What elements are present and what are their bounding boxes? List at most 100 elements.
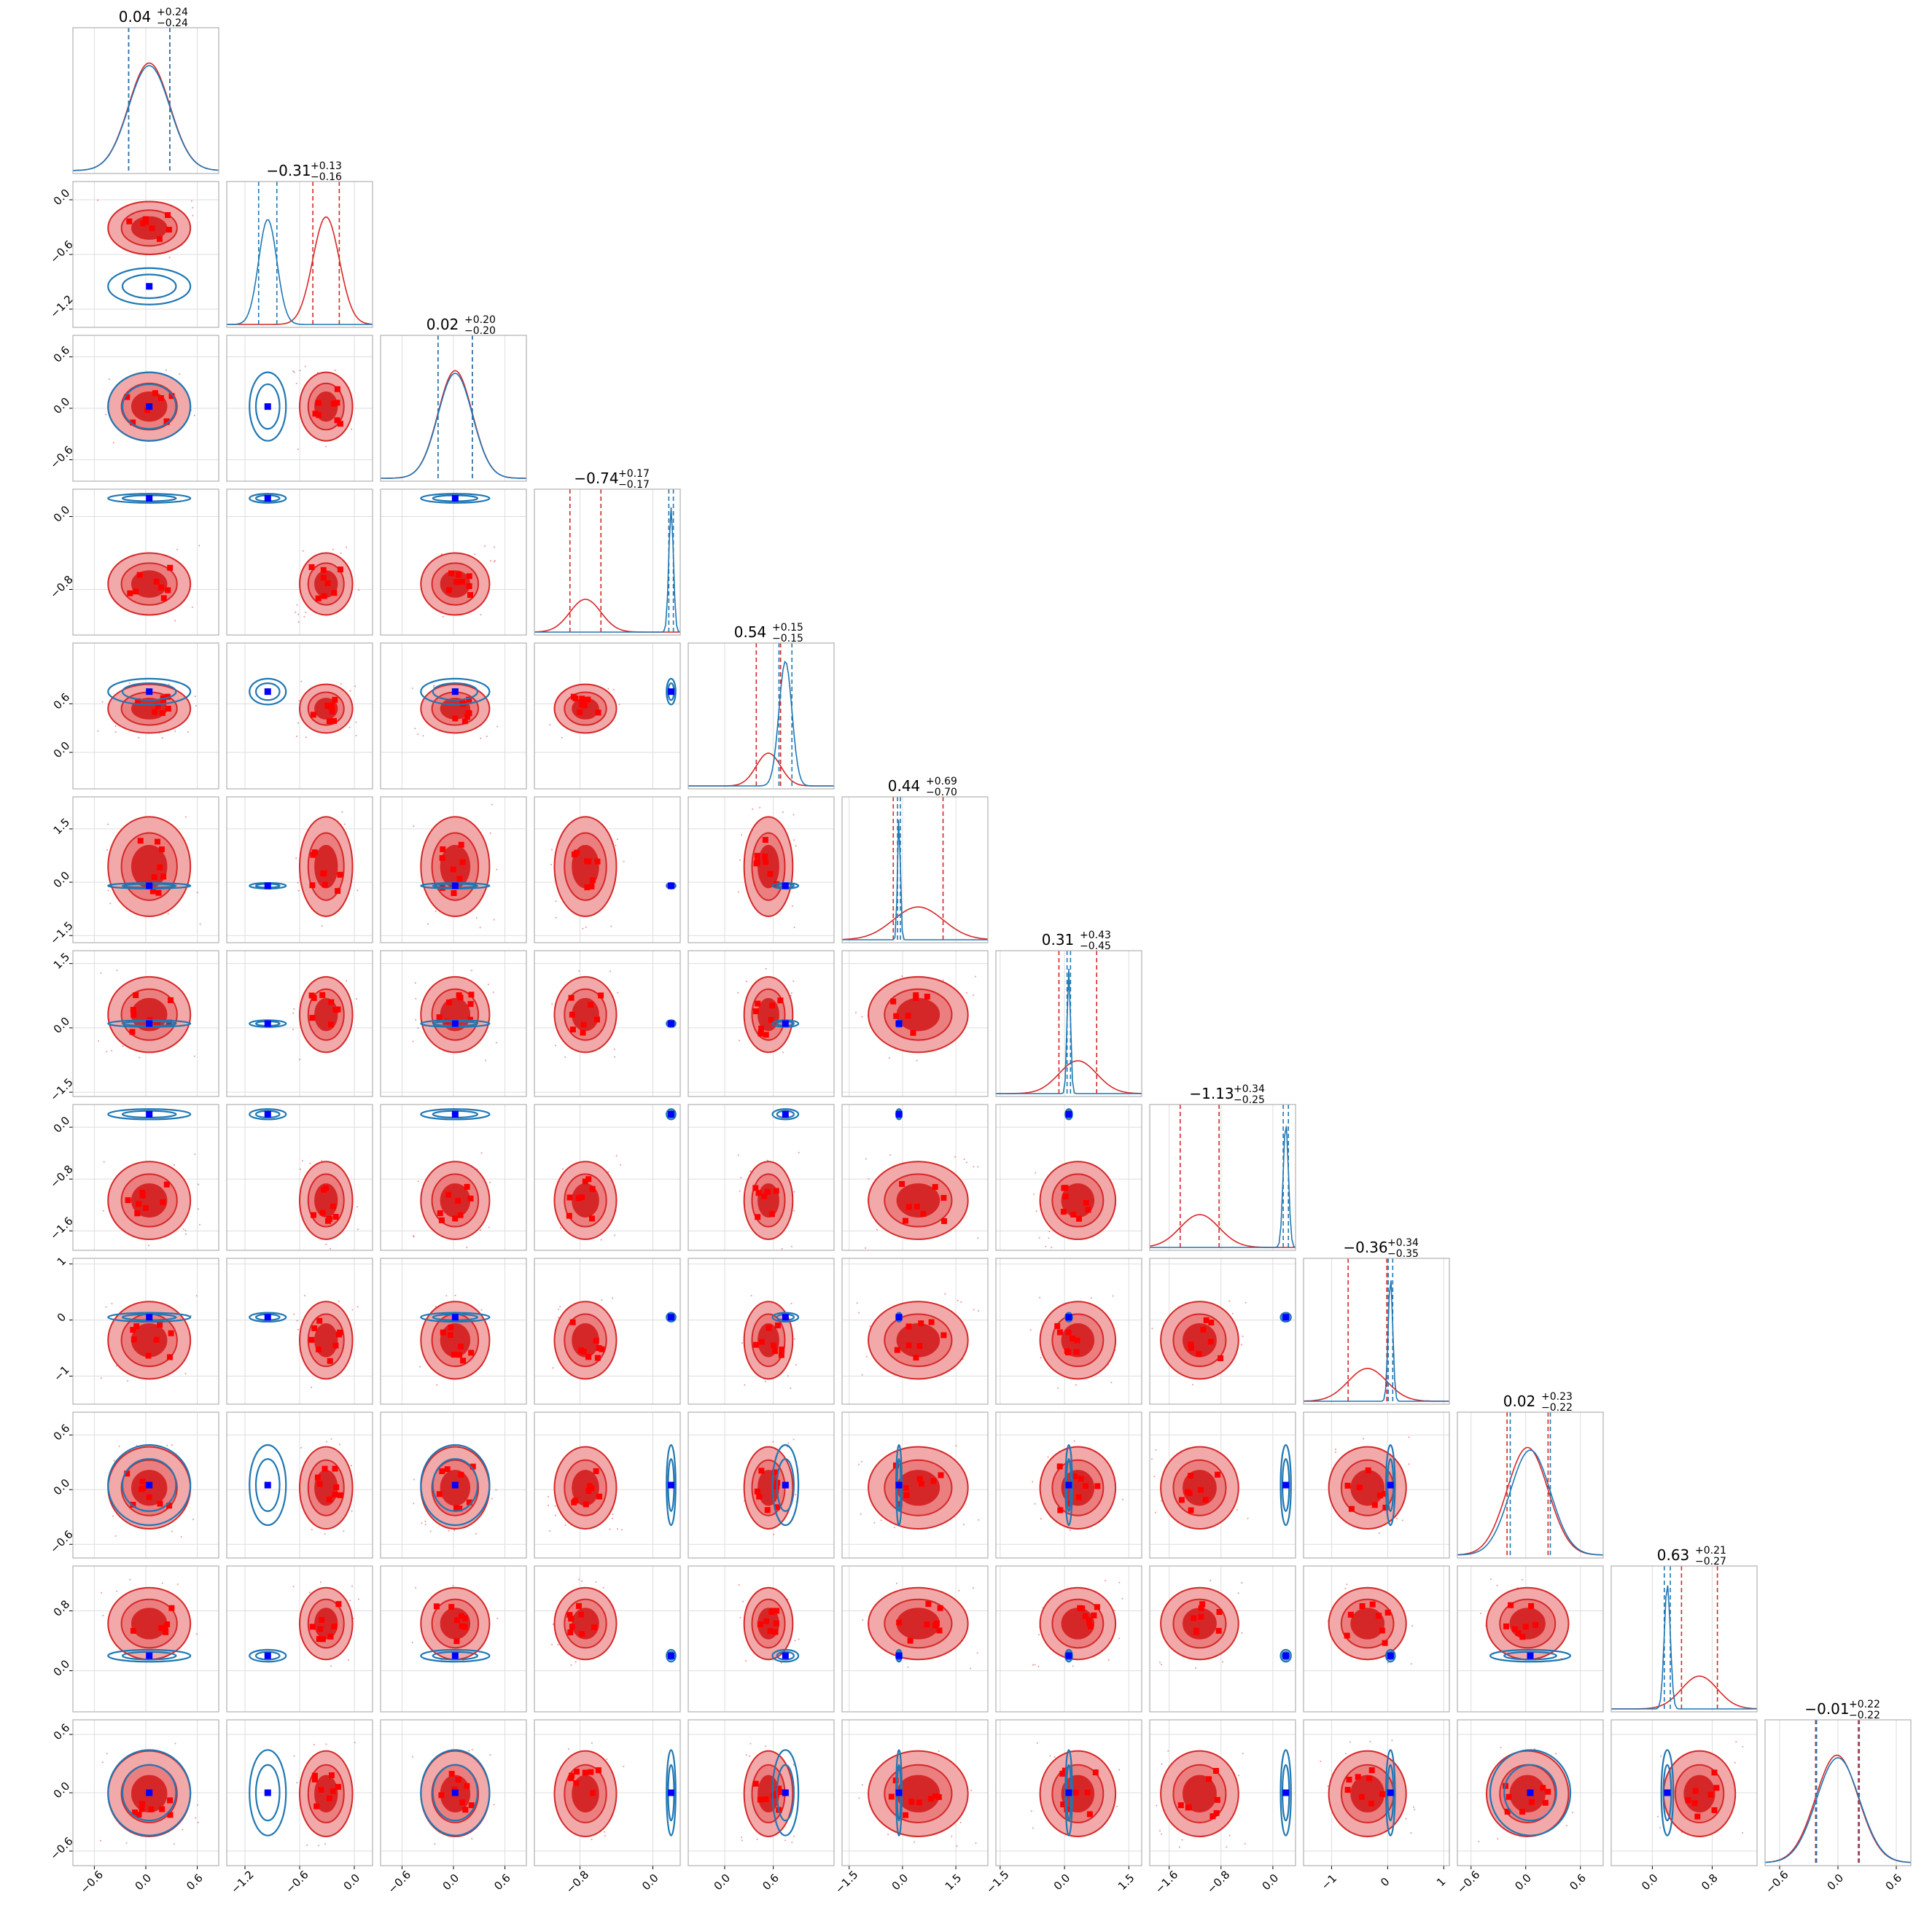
red-marker	[155, 703, 161, 709]
panel-frame	[72, 1258, 219, 1405]
diag-title-plus: +0.24	[157, 7, 188, 18]
scatter-point	[600, 1239, 602, 1241]
scatter-point	[496, 868, 498, 870]
scatter-point	[559, 1306, 561, 1308]
red-marker	[320, 870, 327, 877]
red-marker	[1060, 1801, 1067, 1807]
y-tick-label: −0.6	[47, 1527, 75, 1555]
panel-9-9: 0.02 +0.23−0.22	[1457, 1391, 1604, 1559]
scatter-point	[340, 683, 342, 685]
red-marker	[459, 578, 465, 585]
red-marker	[464, 1183, 470, 1190]
blue-contour-inner	[1281, 1764, 1290, 1822]
panel-plot-area	[534, 1720, 680, 1866]
blue-contour-outer	[1384, 1648, 1396, 1663]
blue-contour-outer	[1064, 1648, 1073, 1663]
scatter-point	[480, 1309, 483, 1311]
scatter-point	[475, 1532, 477, 1535]
diag-title-plus: +0.34	[1234, 1083, 1265, 1095]
panel-4-2	[380, 642, 527, 790]
scatter-point	[739, 1616, 741, 1619]
red-marker	[940, 1332, 947, 1339]
panel-frame	[226, 1565, 373, 1713]
panel-frame	[226, 796, 373, 943]
panel-plot-area	[381, 797, 526, 943]
blue-contour-outer	[1279, 1749, 1292, 1836]
red-marker	[1210, 1813, 1216, 1820]
scatter-point	[1116, 1805, 1118, 1807]
scatter-point	[773, 1533, 775, 1535]
red-marker	[335, 1601, 342, 1608]
scatter-point	[1039, 1296, 1041, 1298]
histogram-red	[227, 217, 373, 325]
red-marker	[153, 1336, 160, 1343]
scatter-point	[161, 737, 163, 739]
y-tick-label: 0.6	[51, 343, 73, 365]
scatter-point	[784, 1839, 786, 1842]
scatter-point	[1659, 1827, 1662, 1828]
red-marker	[310, 712, 316, 718]
scatter-point	[745, 1660, 747, 1662]
scatter-point	[567, 1748, 569, 1750]
red-marker	[913, 1355, 919, 1361]
scatter-point	[1496, 1584, 1498, 1586]
scatter-point	[978, 1519, 980, 1521]
red-marker	[930, 1478, 937, 1484]
panel-frame	[226, 1104, 373, 1251]
scatter-point	[1237, 1592, 1239, 1594]
scatter-point	[493, 919, 495, 921]
red-marker	[914, 1204, 920, 1210]
scatter-point	[1053, 1756, 1056, 1758]
scatter-point	[308, 1592, 311, 1594]
scatter-point	[415, 1586, 417, 1589]
scatter-point	[1572, 1812, 1573, 1813]
truth-marker	[1282, 1481, 1290, 1489]
scatter-point	[1118, 1581, 1121, 1584]
red-marker	[762, 837, 768, 843]
blue-contour-outer	[1384, 1444, 1396, 1527]
scatter-point	[424, 1524, 426, 1526]
truth-marker	[782, 1110, 789, 1118]
scatter-point	[554, 1505, 556, 1507]
red-marker	[335, 1006, 341, 1013]
red-marker	[1062, 1193, 1069, 1200]
x-tick-label: −1.2	[228, 1868, 256, 1896]
red-marker	[1065, 1349, 1072, 1356]
panel-plot-area	[688, 643, 834, 789]
truth-marker	[146, 882, 153, 889]
scatter-point	[1405, 1818, 1407, 1820]
scatter-point	[787, 1375, 789, 1377]
panel-frame	[1303, 1719, 1450, 1866]
scatter-point	[493, 561, 495, 563]
panel-plot-area	[227, 335, 373, 481]
red-marker	[910, 1029, 916, 1036]
scatter-point	[585, 926, 587, 928]
panel-frame	[380, 642, 527, 790]
red-marker	[928, 1319, 935, 1325]
red-marker	[1077, 1605, 1083, 1611]
red-marker	[585, 1176, 592, 1183]
red-marker	[165, 706, 171, 712]
red-marker	[918, 1481, 924, 1487]
scatter-point	[620, 1164, 622, 1166]
scatter-point	[978, 1310, 980, 1312]
red-marker	[467, 1001, 474, 1008]
truth-marker	[895, 1314, 903, 1321]
diag-title-plus: +0.34	[1387, 1237, 1419, 1249]
x-tick-label: 0.0	[1051, 1871, 1073, 1893]
scatter-point	[876, 1228, 878, 1231]
red-marker	[1082, 1613, 1088, 1619]
red-marker	[757, 1621, 763, 1628]
y-tick-label: −1.2	[47, 292, 75, 320]
red-marker	[453, 1617, 460, 1624]
panel-7-4	[688, 1104, 835, 1251]
scatter-point	[1344, 1587, 1347, 1589]
red-marker	[134, 1210, 141, 1217]
scatter-point	[938, 1750, 940, 1753]
red-marker	[162, 1624, 168, 1631]
red-marker	[158, 846, 165, 852]
scatter-point	[1037, 1666, 1040, 1667]
red-marker	[1711, 1807, 1718, 1813]
scatter-point	[1228, 1834, 1231, 1836]
scatter-point	[889, 1057, 891, 1059]
